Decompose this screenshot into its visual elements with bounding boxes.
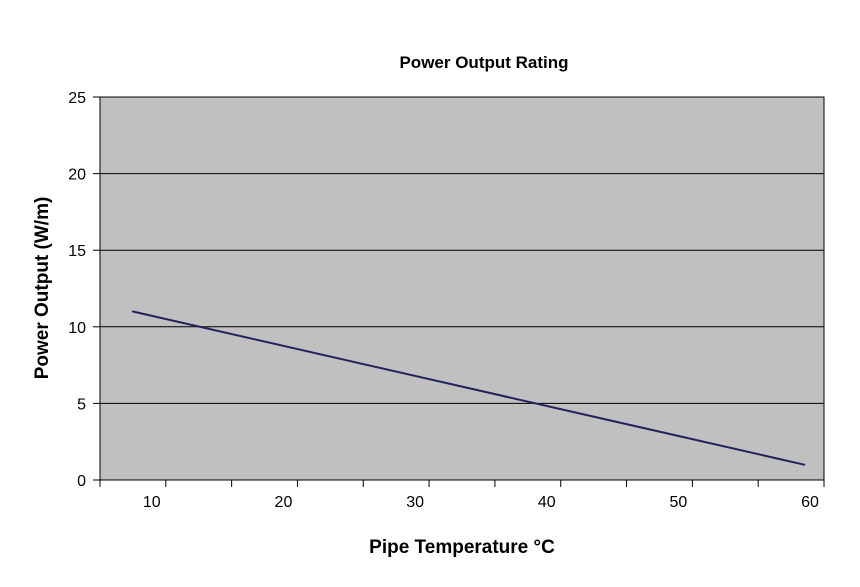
x-tick-label-10: 10	[143, 494, 161, 511]
x-tick-label-60: 60	[801, 494, 819, 511]
x-axis: 10 20 30 40 50 60	[99, 480, 825, 511]
x-axis-label: Pipe Temperature °C	[369, 537, 555, 558]
y-tick-label-25: 25	[68, 90, 86, 107]
y-axis-label: Power Output (W/m)	[32, 197, 53, 380]
x-tick-label-40: 40	[538, 494, 556, 511]
y-tick-label-5: 5	[77, 396, 86, 413]
chart-title: Power Output Rating	[399, 53, 568, 72]
x-tick-label-30: 30	[406, 494, 424, 511]
series-line-0	[131, 310, 806, 466]
y-tick-label-15: 15	[68, 243, 86, 260]
y-axis: 0 5 10 15 20 25	[68, 90, 100, 490]
x-tick-label-20: 20	[275, 494, 293, 511]
y-tick-label-0: 0	[77, 473, 86, 490]
plot-area	[99, 96, 825, 481]
x-tick-label-50: 50	[669, 494, 687, 511]
y-tick-label-10: 10	[68, 320, 86, 337]
series-group	[131, 310, 806, 466]
y-tick-label-20: 20	[68, 167, 86, 184]
gridlines	[100, 173, 824, 404]
